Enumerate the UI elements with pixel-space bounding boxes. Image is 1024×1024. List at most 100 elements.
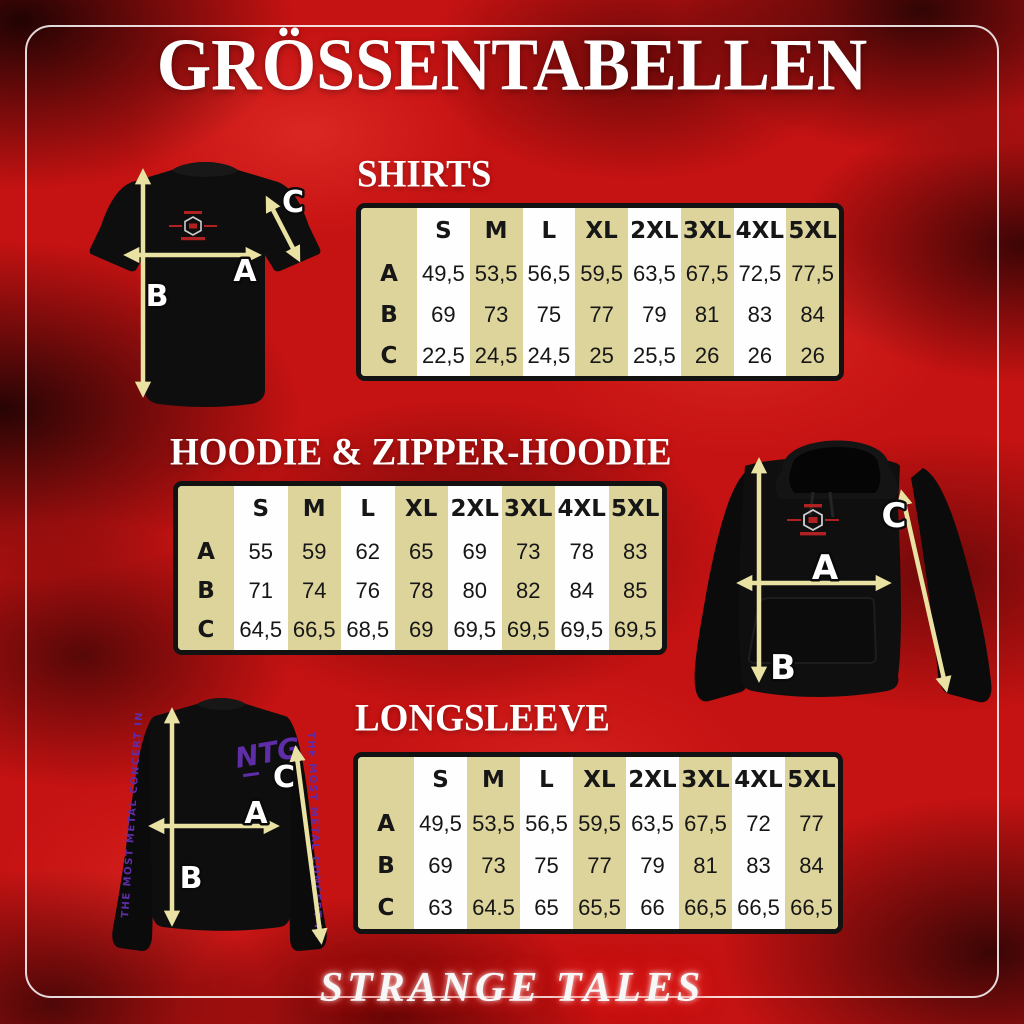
size-column-header: 4XL (733, 208, 787, 254)
size-value-cell: 49,5 (417, 254, 470, 295)
measure-row-label: B (178, 571, 234, 611)
measure-row-label: A (358, 803, 414, 845)
size-value-cell: 69 (414, 845, 467, 887)
tshirt-collar (172, 162, 238, 177)
longsleeve-size-table: S M L XL 2XL 3XL 4XL 5XL A 49,5 53,5 56,5 59,5 63,5 67… (353, 752, 843, 934)
size-value-cell: 77,5 (786, 254, 839, 295)
crest-logo (787, 504, 839, 536)
size-value-cell: 53,5 (469, 254, 523, 295)
size-column-header: 2XL (626, 757, 679, 803)
size-value-cell: 72 (732, 803, 785, 845)
measure-label-a: A (233, 254, 257, 289)
size-value-cell: 26 (680, 335, 734, 376)
size-value-cell: 49,5 (414, 803, 467, 845)
hoodie-section-title: HOODIE & ZIPPER-HOODIE (170, 430, 672, 475)
measure-arrow-c (896, 489, 952, 693)
size-value-cell: 66 (626, 887, 679, 929)
size-value-cell: 64.5 (467, 887, 520, 929)
measure-row-label: A (178, 532, 234, 572)
size-value-cell: 81 (679, 845, 732, 887)
table-corner-cell (178, 486, 234, 532)
size-value-cell: 63 (414, 887, 467, 929)
table-corner-cell (358, 757, 414, 803)
measure-row-label: C (358, 887, 414, 929)
size-column-header: 3XL (680, 208, 734, 254)
hoodie-illustration: A B C (694, 440, 992, 703)
size-value-cell: 64,5 (234, 610, 288, 650)
measure-label-b: B (770, 648, 796, 688)
size-value-cell: 84 (555, 571, 609, 611)
measure-row-label: B (361, 294, 417, 336)
size-column-header: S (414, 757, 467, 803)
size-value-cell: 63,5 (628, 254, 681, 295)
size-value-cell: 59,5 (573, 803, 626, 845)
size-value-cell: 77 (575, 294, 628, 336)
measure-label-b: B (146, 279, 169, 314)
measure-row-label: A (361, 254, 417, 295)
measure-label-b: B (180, 861, 203, 896)
size-value-cell: 69 (394, 610, 448, 650)
size-value-cell: 74 (287, 571, 341, 611)
measure-row-label: B (358, 845, 414, 887)
size-column-header: 3XL (501, 486, 555, 532)
size-value-cell: 81 (680, 294, 734, 336)
size-column-header: L (522, 208, 576, 254)
size-value-cell: 66,5 (785, 887, 838, 929)
size-value-cell: 56,5 (522, 254, 576, 295)
size-column-header: 5XL (785, 757, 838, 803)
longsleeve-body (149, 698, 291, 931)
size-value-cell: 59 (287, 532, 341, 572)
size-value-cell: 65 (394, 532, 448, 572)
measure-label-c: C (273, 760, 295, 795)
size-value-cell: 59,5 (575, 254, 628, 295)
size-column-header: L (520, 757, 573, 803)
longsleeve-collar (197, 698, 246, 710)
size-value-cell: 66,5 (732, 887, 785, 929)
size-value-cell: 22,5 (417, 335, 470, 376)
size-value-cell: 78 (555, 532, 609, 572)
size-column-header: S (234, 486, 288, 532)
size-value-cell: 79 (626, 845, 679, 887)
size-value-cell: 75 (522, 294, 576, 336)
size-value-cell: 77 (573, 845, 626, 887)
size-value-cell: 73 (469, 294, 523, 336)
size-value-cell: 73 (501, 532, 555, 572)
brand-wordmark: STRANGE TALES (319, 965, 705, 1011)
size-column-header: XL (575, 208, 628, 254)
measure-row-label: C (361, 335, 417, 376)
size-value-cell: 66,5 (679, 887, 732, 929)
decorative-frame (25, 25, 999, 998)
longsleeve-sleeve-left (112, 716, 156, 951)
longsleeve-illustration: THE MOST METAL CONCERT IN THE MOST METAL… (112, 698, 328, 951)
size-column-header: 4XL (555, 486, 609, 532)
size-value-cell: 25,5 (628, 335, 681, 376)
size-column-header: 2XL (628, 208, 681, 254)
measure-label-a: A (812, 548, 839, 588)
table-corner-cell (361, 208, 417, 254)
size-value-cell: 69,5 (608, 610, 662, 650)
size-value-cell: 69,5 (448, 610, 502, 650)
longsleeve-section-title: LONGSLEEVE (355, 696, 610, 741)
size-value-cell: 72,5 (733, 254, 787, 295)
page-title: GRÖSSENTABELLEN (156, 24, 868, 107)
size-value-cell: 79 (628, 294, 681, 336)
size-value-cell: 55 (234, 532, 288, 572)
hoodie-pocket (747, 597, 878, 664)
size-value-cell: 25 (575, 335, 628, 376)
size-value-cell: 66,5 (287, 610, 341, 650)
size-value-cell: 69 (417, 294, 470, 336)
size-value-cell: 67,5 (679, 803, 732, 845)
size-column-header: M (469, 208, 523, 254)
size-value-cell: 82 (501, 571, 555, 611)
hoodie-hood-inner (789, 446, 881, 493)
size-value-cell: 75 (520, 845, 573, 887)
size-value-cell: 63,5 (626, 803, 679, 845)
size-value-cell: 85 (608, 571, 662, 611)
size-value-cell: 24,5 (522, 335, 576, 376)
size-value-cell: 68,5 (341, 610, 395, 650)
size-value-cell: 69 (448, 532, 502, 572)
size-value-cell: 67,5 (680, 254, 734, 295)
measure-arrow-c (265, 195, 301, 263)
measure-row-label: C (178, 610, 234, 650)
